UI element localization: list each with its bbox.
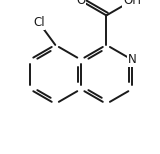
Text: OH: OH <box>123 0 141 7</box>
Text: O: O <box>76 0 85 7</box>
Text: N: N <box>128 53 136 66</box>
Text: Cl: Cl <box>33 16 45 29</box>
